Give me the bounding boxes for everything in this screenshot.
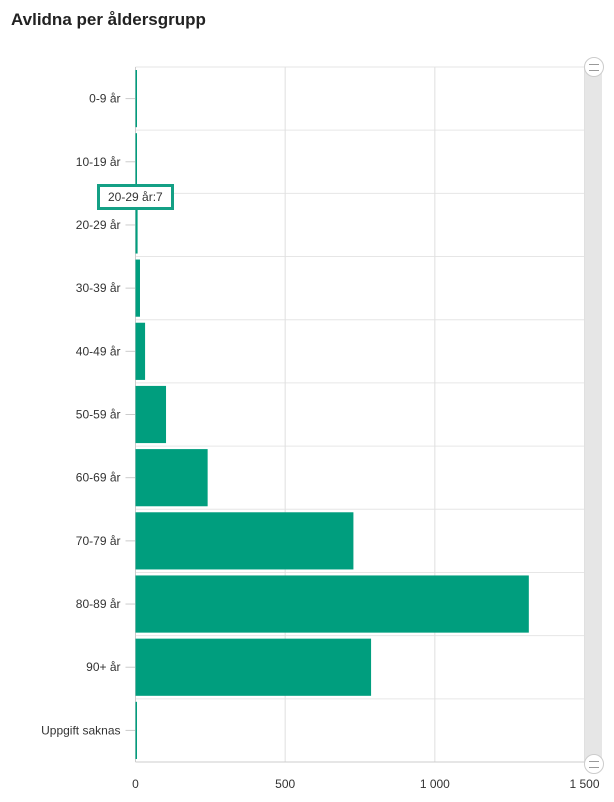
bar <box>135 512 354 570</box>
bar <box>135 259 140 317</box>
bar <box>135 701 137 759</box>
x-tick-label: 500 <box>275 777 295 791</box>
chart-title: Avlidna per åldersgrupp <box>11 10 206 29</box>
vertical-scrollbar[interactable] <box>585 62 602 765</box>
scroll-handle-top[interactable] <box>584 57 604 77</box>
y-tick-label: 90+ år <box>86 660 120 674</box>
bar <box>135 638 372 696</box>
x-tick-label: 1 500 <box>569 777 599 791</box>
bar <box>135 322 146 380</box>
bar <box>135 70 137 128</box>
x-tick-label: 1 000 <box>420 777 450 791</box>
bar <box>135 449 208 507</box>
y-tick-label: 70-79 år <box>76 534 121 548</box>
bar <box>135 575 529 633</box>
y-tick-label: 10-19 år <box>76 155 121 169</box>
bar <box>135 196 138 254</box>
drag-grip-icon <box>589 760 599 768</box>
y-tick-label: 30-39 år <box>76 281 121 295</box>
y-tick-label: 40-49 år <box>76 344 121 358</box>
scroll-handle-bottom[interactable] <box>584 754 604 774</box>
y-tick-label: 50-59 år <box>76 408 121 422</box>
y-tick-label: 80-89 år <box>76 597 121 611</box>
y-tick-label: Uppgift saknas <box>41 723 120 737</box>
y-tick-label: 0-9 år <box>89 92 120 106</box>
y-tick-label: 60-69 år <box>76 471 121 485</box>
x-tick-label: 0 <box>132 777 139 791</box>
bar <box>135 385 167 444</box>
tooltip: 20-29 år:7 <box>97 184 174 211</box>
drag-grip-icon <box>589 63 599 71</box>
y-tick-label: 20-29 år <box>76 218 121 232</box>
bar <box>135 133 137 191</box>
